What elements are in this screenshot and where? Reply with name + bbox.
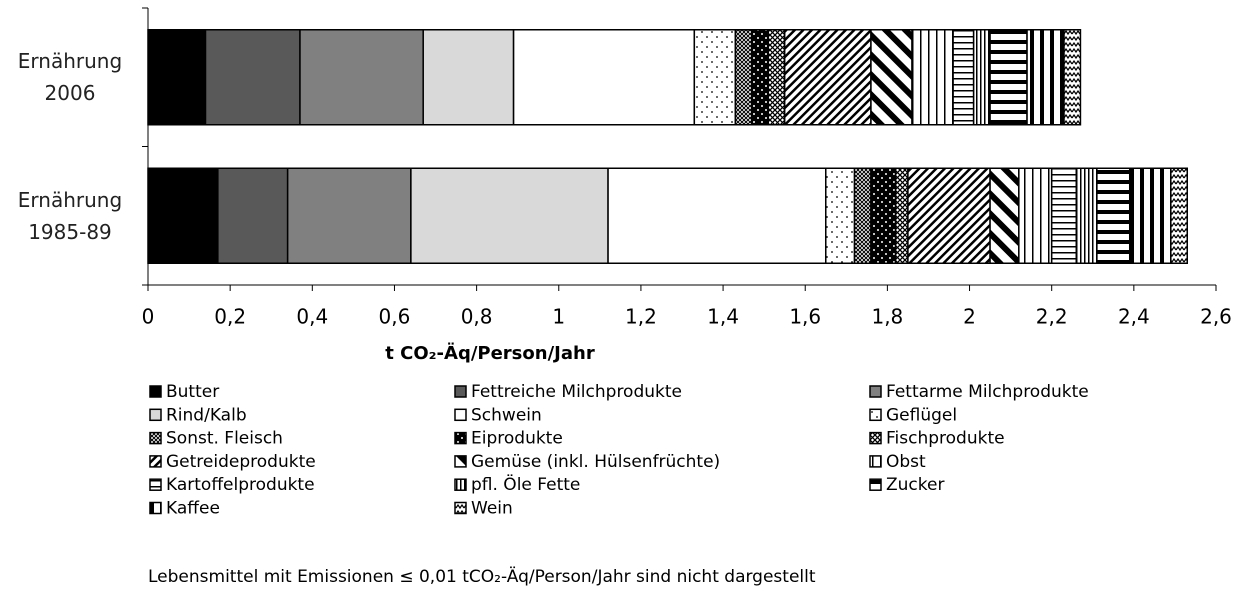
legend-label: Sonst. Fleisch (166, 429, 283, 449)
x-tick-label: 2 (963, 305, 976, 329)
bar-segment (422, 29, 515, 126)
legend-swatch (149, 408, 162, 422)
legend-label: Fischprodukte (886, 429, 1005, 449)
bar-segment (972, 29, 991, 126)
bar-segment (911, 29, 954, 126)
legend-label: Wein (471, 499, 513, 519)
bar-segment (870, 167, 897, 264)
legend-swatch (149, 501, 162, 515)
bar-segment (1026, 29, 1065, 126)
legend-swatch (149, 478, 162, 491)
bar-segment (299, 29, 424, 126)
bar-segment (767, 29, 786, 126)
bar-segment (989, 29, 1028, 126)
bar-segment (217, 167, 289, 264)
bar-segment (204, 29, 301, 126)
bar-segment (512, 29, 696, 126)
legend-swatch (869, 431, 882, 445)
legend-swatch (454, 431, 467, 445)
x-tick-label: 1,4 (707, 305, 739, 329)
bar-segment (286, 167, 412, 264)
bar-segment (751, 29, 770, 126)
footnote: Lebensmittel mit Emissionen ≤ 0,01 tCO₂-… (148, 566, 816, 587)
bar-segment (989, 167, 1020, 264)
legend-label: Kaffee (166, 499, 220, 519)
y-tick-label: Ernährung 2006 (17, 49, 123, 106)
legend-label: Rind/Kalb (166, 405, 247, 425)
legend-swatch (454, 408, 467, 422)
legend-swatch (454, 385, 467, 398)
legend-label: pfl. Öle Fette (471, 473, 580, 495)
bar-segment (607, 167, 827, 264)
legend-label: Eiprodukte (471, 429, 563, 449)
x-tick-label: 2,4 (1118, 305, 1150, 329)
legend-label: Gemüse (inkl. Hülsenfrüchte) (471, 452, 720, 472)
legend-label: Fettreiche Milchprodukte (471, 382, 682, 402)
legend-label: Fettarme Milchprodukte (886, 382, 1089, 402)
x-tick-label: 0,8 (461, 305, 493, 329)
bar-segment (783, 29, 872, 126)
bar-segment (734, 29, 753, 126)
bar-segment (952, 29, 975, 126)
x-tick-label: 1,8 (871, 305, 903, 329)
bar-segment (1096, 167, 1131, 264)
bar-segment (907, 167, 991, 264)
legend-label: Zucker (886, 475, 944, 495)
bar-segment (1170, 167, 1188, 264)
bar-segment (1128, 167, 1172, 264)
legend-swatch (454, 501, 467, 515)
legend-label: Geflügel (886, 405, 957, 425)
legend-swatch (454, 455, 467, 468)
x-tick-label: 0,6 (379, 305, 411, 329)
x-tick-label: 0 (142, 305, 155, 329)
bar-segment (894, 167, 909, 264)
legend-swatch (869, 385, 882, 398)
legend-label: Obst (886, 452, 926, 472)
legend-label: Getreideprodukte (166, 452, 316, 472)
bar-segment (1018, 167, 1053, 264)
legend-swatch (149, 455, 162, 468)
bar-segment (410, 167, 609, 264)
legend-swatch (869, 455, 882, 468)
legend-swatch (869, 408, 882, 422)
x-tick-label: 1 (552, 305, 565, 329)
legend-swatch (149, 431, 162, 445)
legend-swatch (149, 385, 162, 398)
x-tick-label: 2,2 (1036, 305, 1068, 329)
legend-label: Schwein (471, 405, 542, 425)
bar-segment (147, 167, 219, 264)
bar-segment (1063, 29, 1082, 126)
legend-swatch (454, 478, 467, 491)
legend-label: Butter (166, 382, 219, 402)
bar-segment (853, 167, 872, 264)
x-tick-label: 0,4 (296, 305, 328, 329)
legend-swatch (869, 478, 882, 491)
y-tick-label: Ernährung 1985-89 (17, 187, 123, 244)
x-tick-label: 1,6 (789, 305, 821, 329)
x-axis-title: t CO₂-Äq/Person/Jahr (385, 342, 595, 364)
bar-segment (147, 29, 207, 126)
legend-label: Kartoffelprodukte (166, 475, 315, 495)
bar-segment (693, 29, 737, 126)
bar-segment (825, 167, 856, 264)
bar-segment (1050, 167, 1078, 264)
x-tick-label: 0,2 (214, 305, 246, 329)
bar-segment (870, 29, 913, 126)
bar-segment (1075, 167, 1098, 264)
x-tick-label: 1,2 (625, 305, 657, 329)
x-tick-label: 2,6 (1200, 305, 1232, 329)
